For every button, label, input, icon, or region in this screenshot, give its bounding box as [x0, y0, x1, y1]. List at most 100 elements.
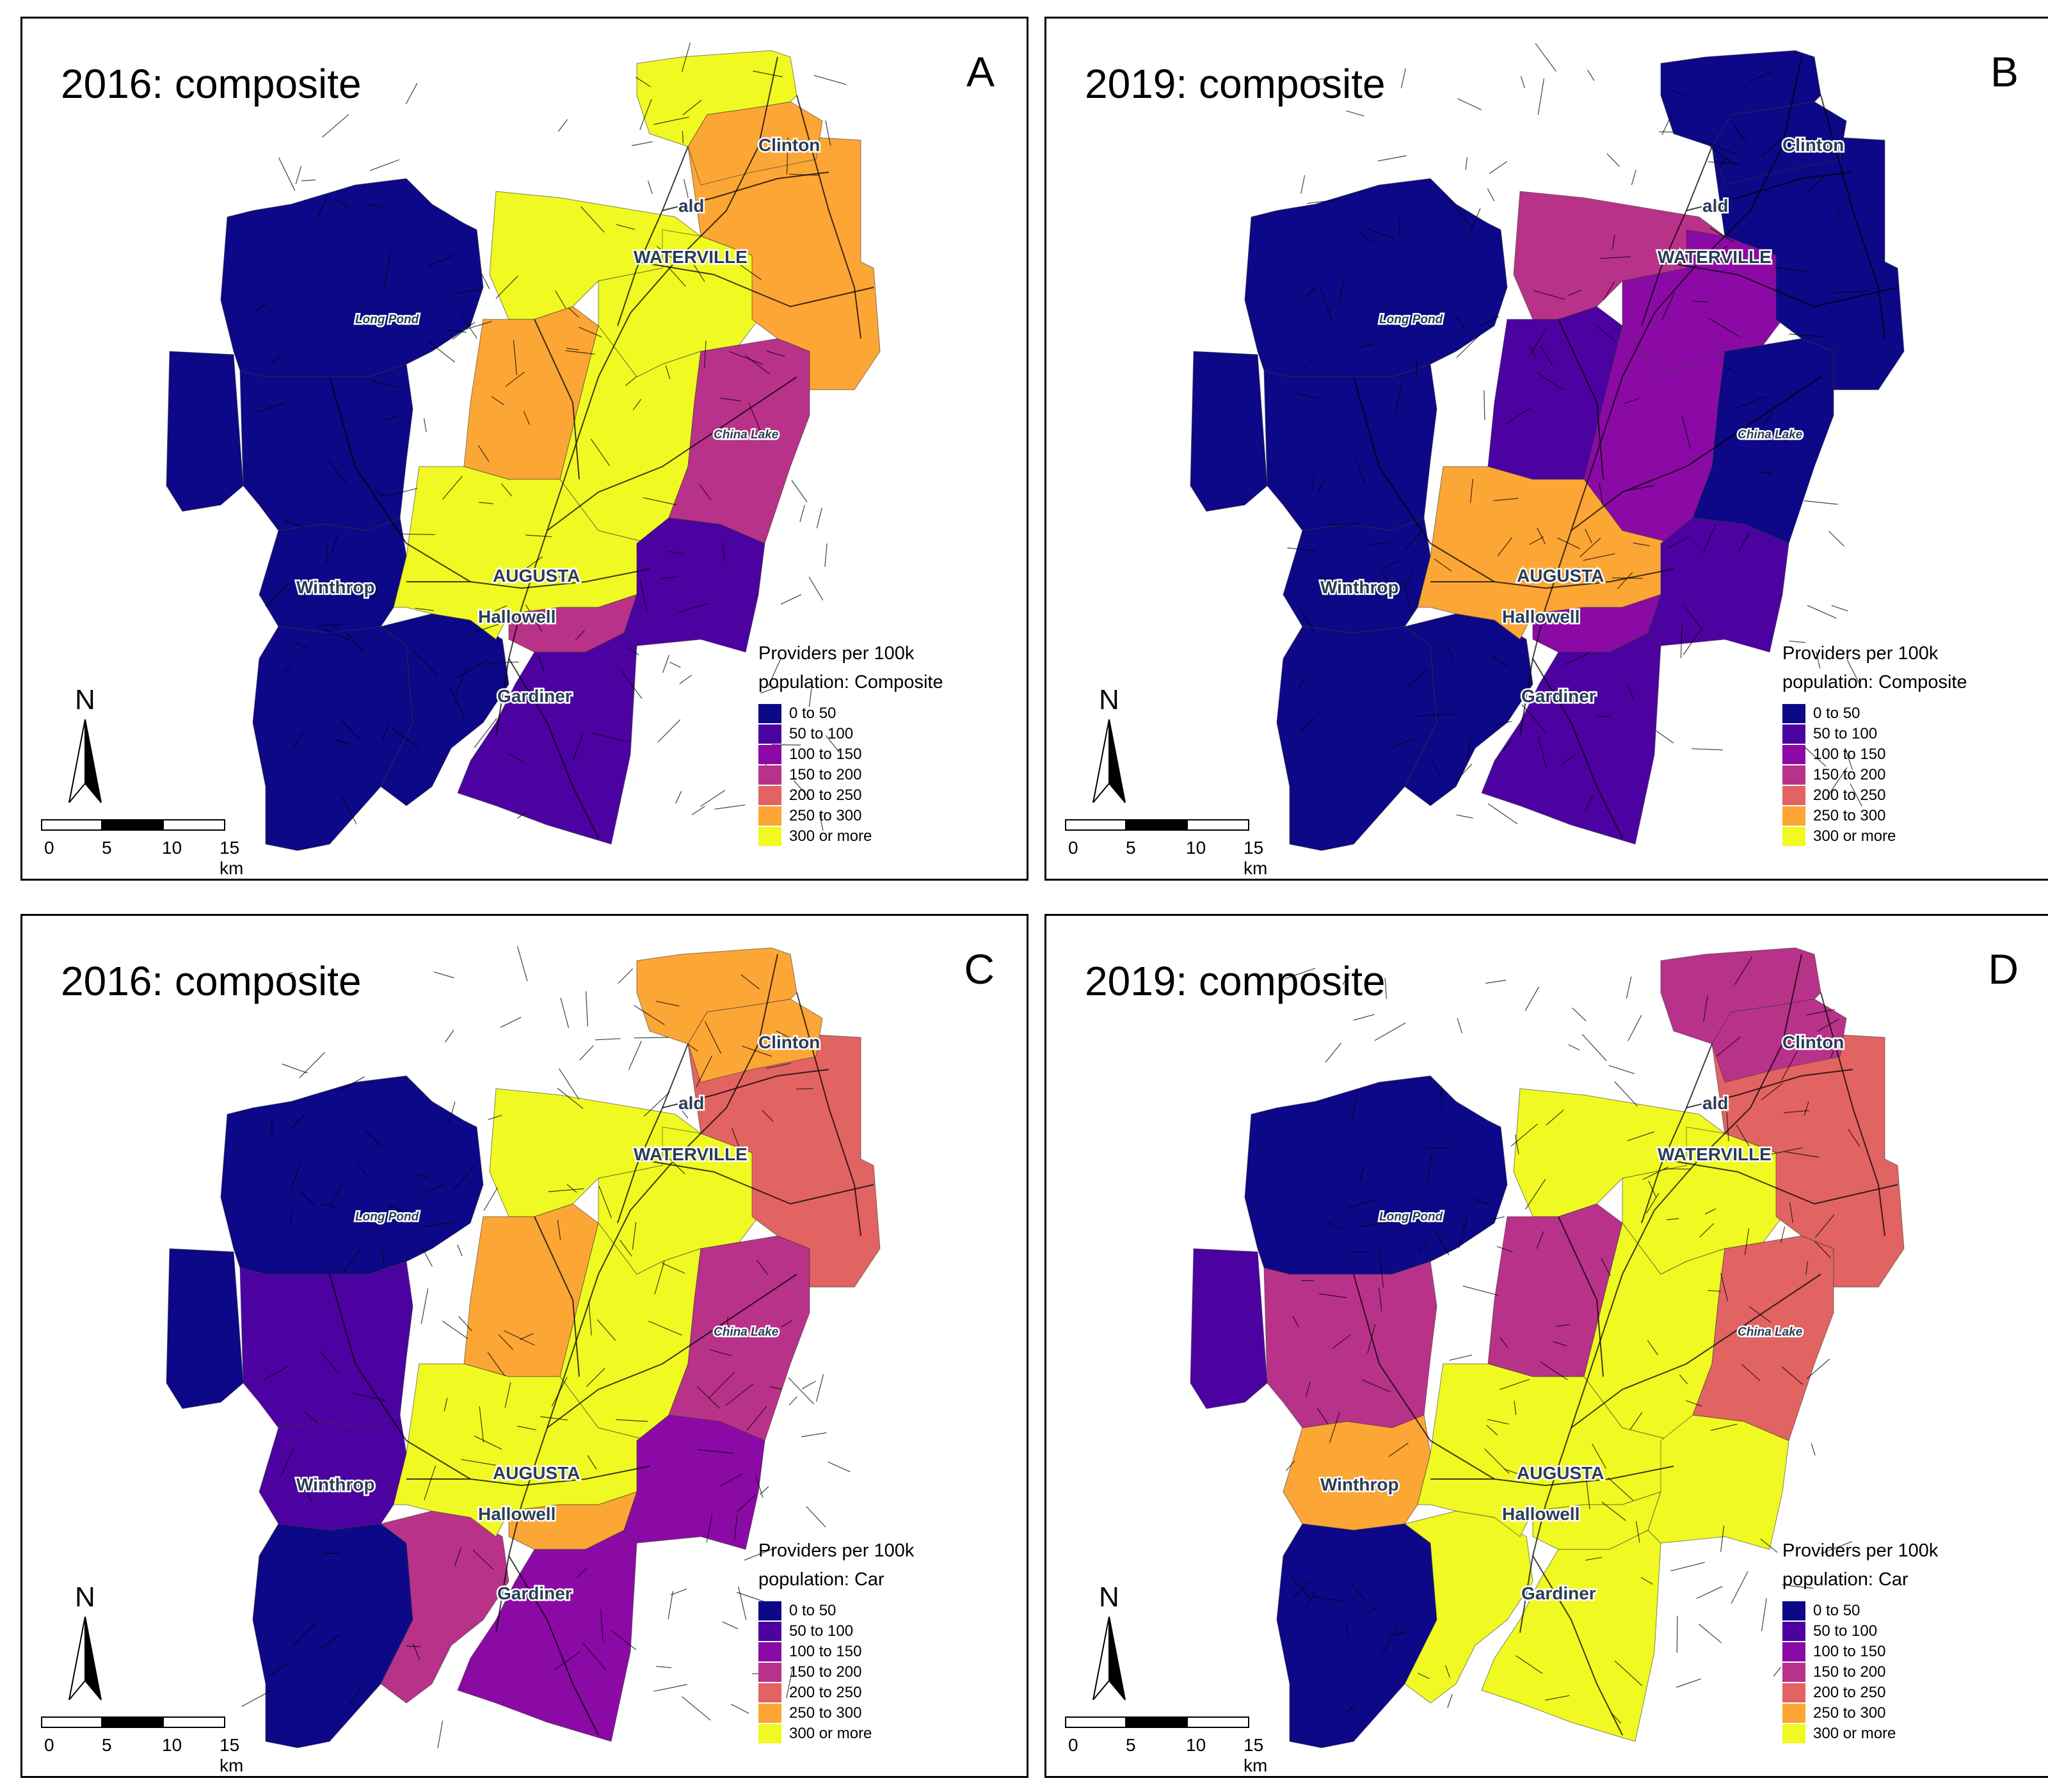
north-arrow-icon: [1092, 719, 1126, 803]
place-label-ald: ald: [1702, 1093, 1728, 1113]
scale-tick-label: 0: [44, 838, 54, 858]
legend-title-line-2: population: Car: [758, 1569, 884, 1590]
region-southwest: [1276, 1523, 1437, 1748]
map-legend: Providers per 100k population: Car 0 to 50…: [1782, 1537, 2045, 1744]
scale-tick-label: 0: [1068, 838, 1078, 858]
legend-swatch: [758, 1683, 781, 1702]
legend-title-line-2: population: Car: [1782, 1569, 1908, 1590]
legend-item: 150 to 200: [758, 765, 1021, 785]
region-far-west: [1190, 351, 1268, 512]
region-far-west: [166, 1248, 244, 1409]
scale-tick-label: 10: [1186, 1735, 1206, 1755]
panel-letter: D: [1988, 945, 2019, 993]
place-label-winthrop: Winthrop: [296, 1475, 375, 1494]
legend-swatch: [758, 1724, 781, 1743]
legend-title-line-2: population: Composite: [758, 672, 943, 692]
north-arrow-label: N: [1099, 684, 1119, 716]
legend-label: 300 or more: [789, 828, 872, 845]
place-label-gardiner: Gardiner: [1521, 1583, 1596, 1603]
legend-item: 50 to 100: [1782, 724, 2045, 744]
legend-swatch: [758, 745, 781, 764]
legend-label: 250 to 300: [789, 807, 862, 824]
scale-bar-graphic: [1065, 1716, 1249, 1728]
choropleth-map: Clinton ald WATERVILLE Long Pond China Lake A…: [1190, 947, 1905, 1748]
scale-tick-label: 0: [44, 1735, 54, 1755]
legend-label: 100 to 150: [1813, 1643, 1886, 1660]
place-label-clinton: Clinton: [1782, 1032, 1844, 1052]
scale-bar-graphic: [41, 1716, 225, 1728]
legend-label: 50 to 100: [1813, 725, 1878, 742]
place-label-gardiner: Gardiner: [497, 1583, 572, 1603]
legend-label: 50 to 100: [1813, 1622, 1878, 1640]
place-label-augusta: AUGUSTA: [1517, 1463, 1604, 1483]
legend-swatch: [1782, 1724, 1805, 1743]
legend-item: 250 to 300: [1782, 1703, 2045, 1724]
legend-title-line-2: population: Composite: [1782, 672, 1967, 692]
map-panel-d: Clinton ald WATERVILLE Long Pond China Lake A…: [1044, 914, 2048, 1778]
scale-tick-label: 10: [162, 1735, 182, 1755]
legend-swatch: [1782, 1622, 1805, 1641]
legend-item: 300 or more: [758, 826, 1021, 847]
place-label-hallowell: Hallowell: [478, 607, 556, 627]
road-network: [1284, 954, 1898, 1736]
legend-swatch: [758, 1622, 781, 1641]
legend-item: 150 to 200: [1782, 1662, 2045, 1683]
legend-item: 50 to 100: [1782, 1621, 2045, 1642]
scale-tick-label: 15 km: [220, 838, 244, 878]
legend-item: 0 to 50: [758, 703, 1021, 724]
legend-item: 250 to 300: [1782, 806, 2045, 826]
map-panel-c: Clinton ald WATERVILLE Long Pond China Lake A…: [20, 914, 1028, 1778]
legend-item: 300 or more: [1782, 1724, 2045, 1744]
region-far-north: [1660, 50, 1821, 147]
legend-label: 0 to 50: [1813, 1602, 1860, 1619]
scale-bar: 0 5 10 15 km: [1064, 819, 1276, 878]
legend-item: 100 to 150: [1782, 744, 2045, 765]
legend-item: 0 to 50: [1782, 703, 2045, 724]
region-long-pond: [1244, 1075, 1508, 1275]
panel-letter: A: [966, 48, 995, 95]
legend-swatch: [1782, 1704, 1805, 1723]
north-arrow: N: [1090, 684, 1167, 831]
north-arrow-label: N: [75, 1581, 95, 1613]
scale-bar-graphic: [41, 819, 225, 831]
panel-letter: C: [964, 945, 995, 993]
legend-swatch: [1782, 724, 1805, 744]
legend-label: 150 to 200: [789, 1663, 862, 1681]
place-label-augusta: AUGUSTA: [493, 1463, 580, 1483]
legend-swatch: [758, 786, 781, 805]
map-panel-b: Clinton ald WATERVILLE Long Pond China Lake A…: [1044, 17, 2048, 881]
north-arrow: N: [1090, 1581, 1167, 1729]
legend-item: 300 or more: [1782, 826, 2045, 847]
place-label-long-pond: Long Pond: [355, 313, 419, 326]
legend-swatch: [758, 765, 781, 785]
place-label-waterville: WATERVILLE: [634, 247, 748, 267]
legend-swatch: [1782, 1663, 1805, 1682]
region-long-pond: [220, 1075, 484, 1275]
region-winthrop: [259, 1414, 407, 1531]
legend-label: 0 to 50: [789, 705, 836, 722]
panel-title: 2019: composite: [1085, 958, 1386, 1004]
region-southwest: [1276, 626, 1437, 851]
legend-swatch: [1782, 765, 1805, 785]
legend-label: 50 to 100: [789, 725, 854, 742]
region-winthrop: [1283, 517, 1431, 634]
legend-label: 0 to 50: [1813, 705, 1860, 722]
legend-swatch: [758, 806, 781, 826]
legend-label: 250 to 300: [1813, 1704, 1886, 1722]
road-network: [1287, 43, 1898, 838]
place-label-winthrop: Winthrop: [1320, 1475, 1399, 1494]
region-long-pond: [220, 178, 484, 378]
legend-items: 0 to 50 50 to 100 100 to 150 150 to 200 200 …: [758, 1601, 1021, 1744]
place-label-waterville: WATERVILLE: [634, 1144, 748, 1164]
place-label-augusta: AUGUSTA: [1517, 566, 1604, 586]
place-label-clinton: Clinton: [758, 135, 820, 155]
scale-tick-label: 10: [1186, 838, 1206, 858]
region-east-north: [1711, 1030, 1905, 1288]
legend-label: 150 to 200: [789, 766, 862, 783]
legend-swatch: [758, 827, 781, 846]
north-arrow-label: N: [1099, 1581, 1119, 1613]
region-far-north: [636, 50, 797, 147]
legend-label: 200 to 250: [1813, 787, 1886, 804]
region-east-north: [687, 133, 881, 390]
legend-items: 0 to 50 50 to 100 100 to 150 150 to 200 200 …: [758, 703, 1021, 847]
